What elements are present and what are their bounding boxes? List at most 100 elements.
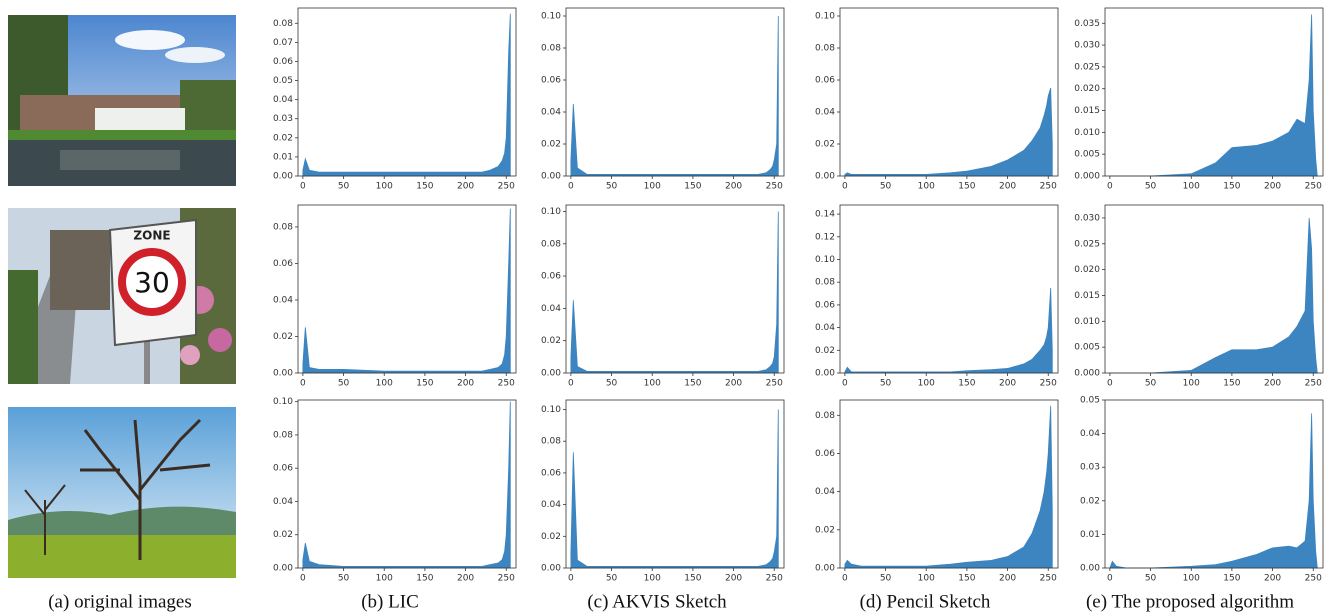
histogram-area — [570, 211, 779, 374]
x-tick-label: 150 — [416, 379, 433, 389]
x-tick-label: 150 — [684, 379, 701, 389]
caption: (e) The proposed algorithm — [1086, 591, 1294, 612]
x-tick-label: 150 — [416, 574, 433, 584]
x-tick-label: 250 — [1305, 182, 1322, 192]
histogram-area — [1109, 14, 1318, 177]
x-tick-label: 0 — [1107, 379, 1113, 389]
x-tick-label: 50 — [338, 182, 350, 192]
y-tick-label: 0.06 — [273, 57, 293, 67]
x-tick-label: 200 — [1264, 574, 1281, 584]
y-tick-label: 0.02 — [273, 332, 293, 342]
histogram-area — [570, 409, 779, 569]
x-tick-label: 250 — [498, 574, 515, 584]
x-tick-label: 100 — [918, 574, 935, 584]
x-tick-label: 0 — [300, 379, 306, 389]
y-tick-label: 0.01 — [1080, 530, 1100, 540]
y-tick-label: 0.08 — [541, 239, 561, 249]
x-tick-label: 200 — [999, 379, 1016, 389]
y-tick-label: 0.010 — [1074, 317, 1100, 327]
y-tick-label: 0.00 — [541, 369, 561, 379]
y-tick-label: 0.030 — [1074, 41, 1100, 51]
caption: (a) original images — [48, 591, 192, 612]
x-tick-label: 0 — [568, 379, 574, 389]
x-tick-label: 200 — [725, 182, 742, 192]
histogram-area — [302, 13, 511, 177]
y-tick-label: 0.025 — [1074, 62, 1100, 72]
y-tick-label: 0.005 — [1074, 343, 1100, 353]
y-tick-label: 0.08 — [815, 44, 835, 54]
y-tick-label: 0.06 — [815, 449, 835, 459]
y-tick-label: 0.020 — [1074, 265, 1100, 275]
x-tick-label: 250 — [498, 379, 515, 389]
histogram-area — [302, 401, 511, 569]
x-tick-label: 200 — [1264, 379, 1281, 389]
histogram-area — [1109, 413, 1318, 569]
x-tick-label: 200 — [1264, 182, 1281, 192]
y-tick-label: 0.08 — [815, 411, 835, 421]
x-tick-label: 100 — [918, 182, 935, 192]
histogram-area — [1109, 217, 1318, 374]
x-tick-label: 250 — [498, 182, 515, 192]
axes-frame — [1104, 399, 1324, 569]
y-tick-label: 0.06 — [815, 300, 835, 310]
y-tick-label: 0.07 — [273, 38, 293, 48]
y-tick-label: 0.04 — [815, 323, 835, 333]
y-tick-label: 0.04 — [273, 497, 293, 507]
axes-frame — [839, 7, 1059, 177]
sign-text: ZONE — [133, 229, 170, 243]
x-tick-label: 250 — [766, 574, 783, 584]
y-tick-label: 0.12 — [815, 232, 835, 242]
y-tick-label: 0.06 — [273, 259, 293, 269]
axes-frame — [1104, 7, 1324, 177]
y-tick-label: 0.02 — [541, 336, 561, 346]
x-tick-label: 0 — [300, 182, 306, 192]
x-tick-label: 250 — [1305, 574, 1322, 584]
histogram-area — [302, 208, 511, 374]
histogram-area — [570, 15, 779, 177]
photo-park — [8, 15, 236, 186]
x-tick-label: 150 — [416, 182, 433, 192]
y-tick-label: 0.00 — [815, 369, 835, 379]
y-tick-label: 0.06 — [541, 76, 561, 86]
x-tick-label: 250 — [1040, 379, 1057, 389]
y-tick-label: 0.00 — [273, 172, 293, 182]
x-tick-label: 250 — [1040, 574, 1057, 584]
y-tick-label: 0.02 — [815, 525, 835, 535]
x-tick-label: 0 — [300, 574, 306, 584]
y-tick-label: 0.02 — [815, 346, 835, 356]
x-tick-label: 250 — [766, 182, 783, 192]
x-tick-label: 100 — [376, 182, 393, 192]
y-tick-label: 0.06 — [541, 468, 561, 478]
y-tick-label: 0.04 — [541, 304, 561, 314]
x-tick-label: 100 — [376, 574, 393, 584]
y-tick-label: 0.04 — [273, 295, 293, 305]
x-tick-label: 100 — [1183, 379, 1200, 389]
x-tick-label: 200 — [725, 574, 742, 584]
caption: (d) Pencil Sketch — [860, 591, 991, 612]
x-tick-label: 50 — [880, 379, 892, 389]
x-tick-label: 0 — [842, 379, 848, 389]
y-tick-label: 0.000 — [1074, 172, 1100, 182]
x-tick-label: 0 — [1107, 574, 1113, 584]
y-tick-label: 0.00 — [273, 564, 293, 574]
x-tick-label: 250 — [1040, 182, 1057, 192]
y-tick-label: 0.14 — [815, 210, 835, 220]
y-tick-label: 0.08 — [541, 437, 561, 447]
x-tick-label: 50 — [606, 574, 618, 584]
caption: (b) LIC — [361, 591, 419, 612]
y-tick-label: 0.015 — [1074, 291, 1100, 301]
y-tick-label: 0.010 — [1074, 128, 1100, 138]
x-tick-label: 100 — [1183, 574, 1200, 584]
photo-tree — [8, 407, 236, 578]
y-tick-label: 0.10 — [815, 255, 835, 265]
y-tick-label: 0.00 — [815, 172, 835, 182]
x-tick-label: 200 — [999, 182, 1016, 192]
y-tick-label: 0.00 — [815, 564, 835, 574]
y-tick-label: 0.02 — [815, 140, 835, 150]
y-tick-label: 0.04 — [541, 500, 561, 510]
y-tick-label: 0.08 — [273, 222, 293, 232]
y-tick-label: 0.02 — [273, 133, 293, 143]
x-tick-label: 250 — [766, 379, 783, 389]
y-tick-label: 0.04 — [541, 108, 561, 118]
